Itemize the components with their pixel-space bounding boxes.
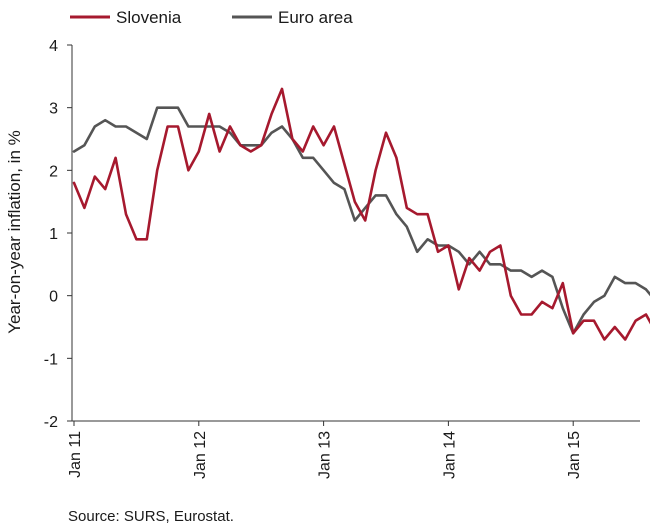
series-line-slovenia [72, 87, 650, 341]
series-line-euro-area [72, 106, 650, 335]
y-tick-label: 4 [49, 38, 58, 55]
legend-label: Slovenia [116, 8, 182, 27]
y-tick-label: 3 [49, 101, 58, 118]
chart-axes [71, 45, 640, 422]
x-tick-label: Jan 14 [441, 431, 458, 479]
x-tick-label: Jan 15 [566, 431, 583, 479]
y-tick-label: 2 [49, 163, 58, 180]
legend-label: Euro area [278, 8, 353, 27]
source-note: Source: SURS, Eurostat. [68, 508, 234, 525]
x-tick-label: Jan 13 [317, 431, 334, 479]
y-tick-label: -2 [44, 414, 58, 431]
y-tick-labels: -2 -1 0 1 2 3 4 [44, 38, 72, 431]
y-axis-label: Year-on-year inflation, in % [5, 130, 24, 334]
series-lines [72, 87, 650, 341]
y-tick-label: 1 [49, 226, 58, 243]
x-tick-label: Jan 12 [192, 431, 209, 479]
y-tick-label: -1 [44, 351, 58, 368]
x-tick-label: Jan 11 [67, 431, 84, 478]
y-tick-label: 0 [49, 289, 58, 306]
legend: Slovenia Euro area [70, 8, 353, 27]
